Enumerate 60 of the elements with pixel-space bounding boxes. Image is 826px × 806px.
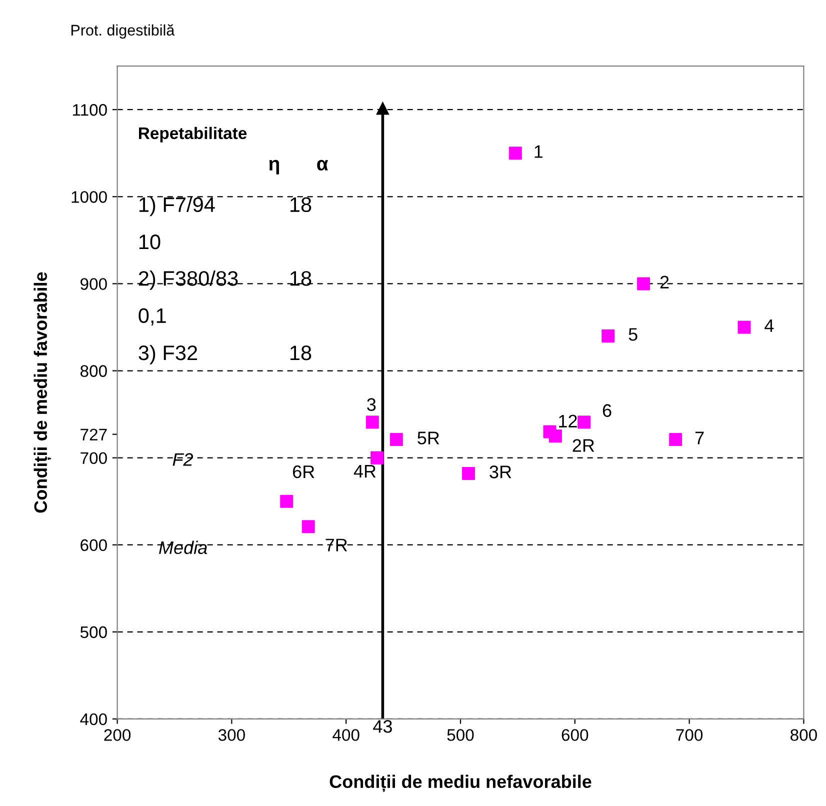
annotation: 6 xyxy=(602,404,612,417)
point xyxy=(462,466,476,480)
x-tick-label: 600 xyxy=(562,729,588,741)
y-tick-label: 1000 xyxy=(72,191,107,203)
y-tick-label: 727 xyxy=(80,428,107,440)
point xyxy=(578,416,591,429)
annotation: Media xyxy=(159,540,208,554)
annotation: 1 xyxy=(534,145,543,158)
y-tick-label: 700 xyxy=(80,452,107,464)
point xyxy=(602,329,615,342)
annotation: 3) F32 xyxy=(138,344,198,364)
annotation: 6R xyxy=(292,465,314,478)
point xyxy=(548,430,562,443)
annotation: 7R xyxy=(326,538,348,552)
annotation: 12 xyxy=(559,414,577,428)
chart-title: Prot. digestibilă xyxy=(71,24,175,39)
x-tick-label: 400 xyxy=(332,729,360,741)
annotation: α xyxy=(317,160,328,171)
x-tick-label: 500 xyxy=(447,729,474,741)
y-tick-label: 500 xyxy=(80,626,107,638)
annotation: 18 xyxy=(290,345,312,360)
annotation: 18 xyxy=(290,271,312,286)
y-tick-label: 900 xyxy=(80,278,107,290)
y-tick-label: 400 xyxy=(80,713,107,726)
point xyxy=(366,416,379,429)
y-tick-label: 600 xyxy=(80,539,107,552)
point xyxy=(508,146,522,160)
point xyxy=(390,433,403,446)
annotation: 2 xyxy=(660,276,669,288)
annotation: η xyxy=(269,160,279,174)
x-tick-label: 200 xyxy=(104,729,131,741)
y-tick-label: 1100 xyxy=(72,104,107,116)
point xyxy=(738,320,751,334)
point xyxy=(302,520,315,534)
point xyxy=(637,277,650,290)
annotation: Repetabilitate xyxy=(139,126,247,142)
annotation: 3R xyxy=(490,466,512,478)
annotation: 3 xyxy=(367,398,376,411)
annotation: 10 xyxy=(139,234,160,250)
y-axis-title: Condiții de mediu favorabile xyxy=(34,272,52,513)
y-tick-label: 800 xyxy=(80,365,107,377)
annotation: F2 xyxy=(172,453,194,466)
x-tick-label: 700 xyxy=(676,729,703,741)
annotation: 4R xyxy=(354,465,376,478)
annotation: 4 xyxy=(764,319,774,332)
annotation: 5 xyxy=(628,328,638,341)
annotation: 2R xyxy=(572,439,594,452)
x-tick-label: 800 xyxy=(790,729,817,741)
point xyxy=(669,433,682,446)
annotation: 1) F7/94 xyxy=(139,196,215,216)
annotation: 0,1 xyxy=(138,308,166,326)
annotation: 5R xyxy=(418,432,440,444)
point xyxy=(370,451,384,464)
point xyxy=(280,494,294,508)
annotation: 7 xyxy=(695,432,704,444)
annotation: 2) F380/83 xyxy=(138,270,238,290)
x-tick-label: 300 xyxy=(218,729,245,741)
annotation: 18 xyxy=(290,197,312,212)
annotation: 43 xyxy=(373,720,392,733)
x-axis-title: Condiții de mediu nefavorabile xyxy=(330,774,592,792)
